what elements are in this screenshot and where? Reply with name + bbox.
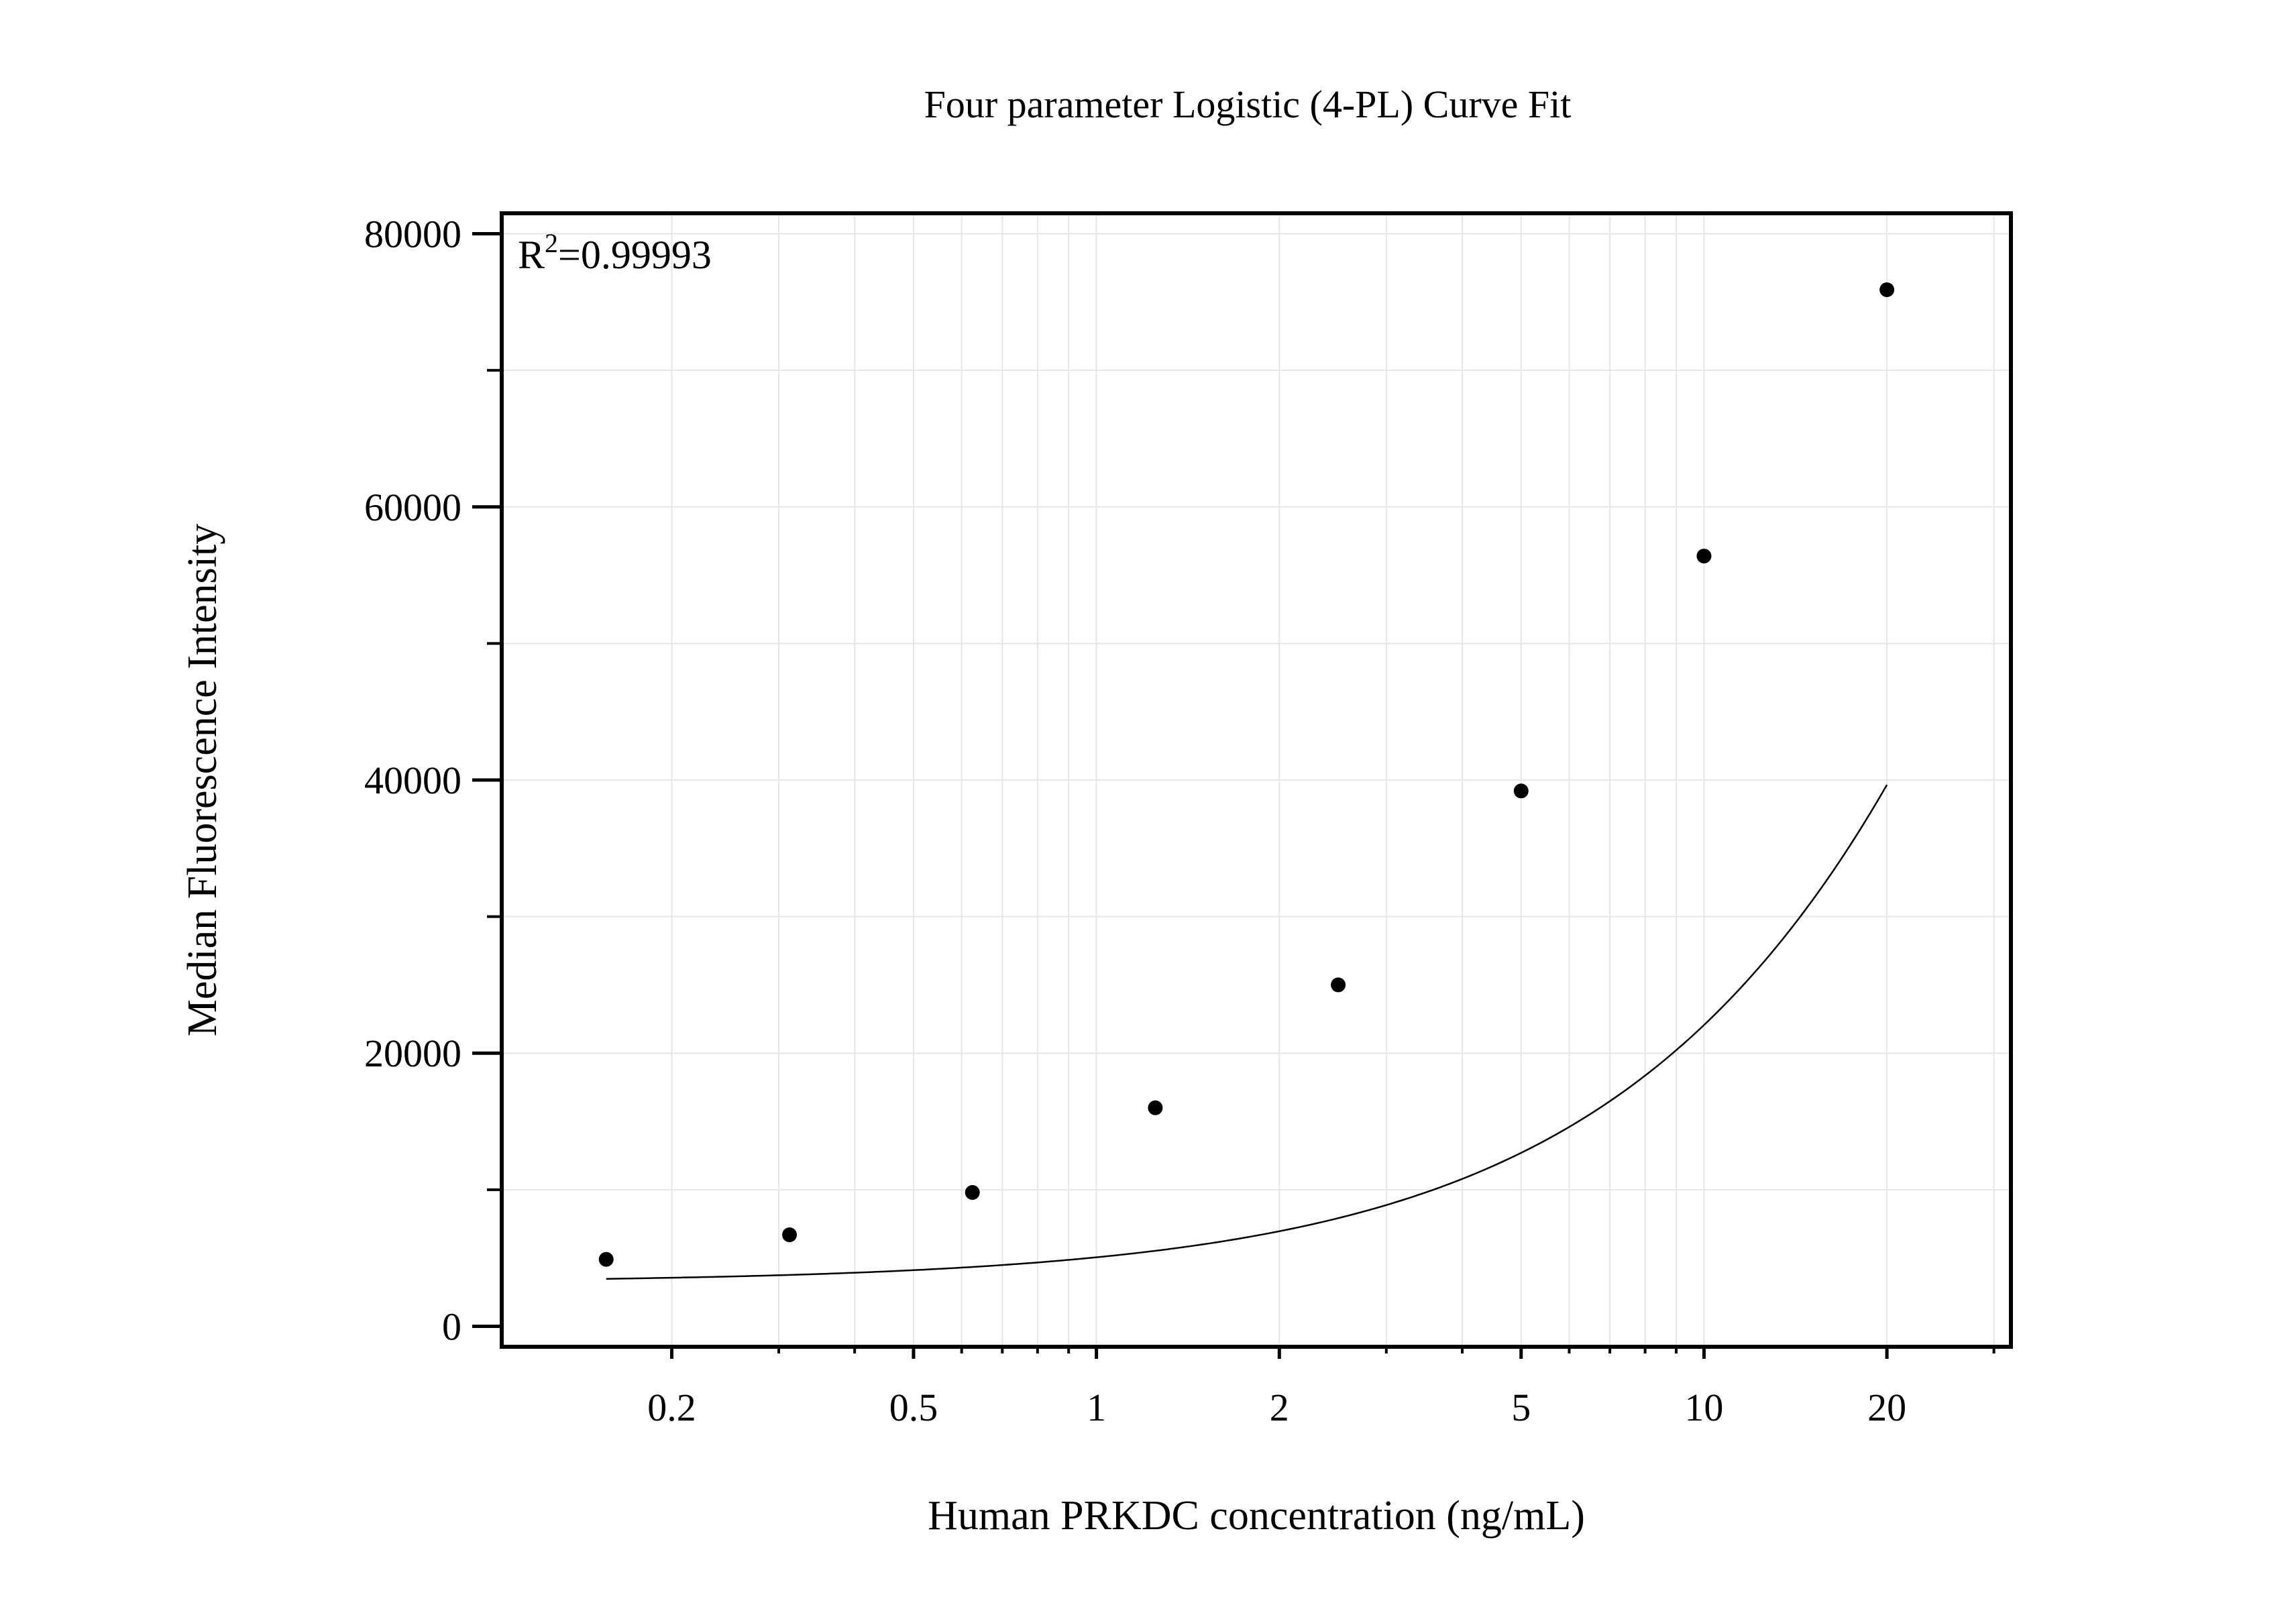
data-point [1879, 282, 1895, 298]
x-tick-label: 20 [1867, 1386, 1906, 1429]
x-tick-label: 2 [1270, 1386, 1289, 1429]
x-tick-label: 10 [1684, 1386, 1723, 1429]
x-tick-label: 5 [1511, 1386, 1531, 1429]
r-squared-value: =0.99993 [558, 233, 712, 277]
data-point [1331, 977, 1346, 993]
x-axis-label: Human PRKDC concentration (ng/mL) [928, 1493, 1585, 1539]
x-tick-label: 0.2 [647, 1386, 696, 1429]
y-tick-label: 0 [442, 1305, 461, 1348]
data-point [965, 1184, 980, 1200]
y-tick-label: 20000 [364, 1032, 461, 1075]
data-point [1696, 549, 1712, 564]
data-point [782, 1227, 798, 1243]
y-axis-ticks: 0 20000 40000 60000 80000 [364, 213, 502, 1348]
y-tick-label: 60000 [364, 486, 461, 529]
y-tick-label: 80000 [364, 213, 461, 256]
data-point [1513, 783, 1529, 799]
fit-curve-layer [606, 784, 1888, 1280]
r-squared-prefix: R [518, 233, 545, 277]
y-axis-label: Median Fluorescence Intensity [180, 524, 225, 1036]
x-tick-label: 0.5 [889, 1386, 938, 1429]
data-points [598, 282, 1895, 1267]
r-squared-annotation: R2=0.99993 [518, 228, 712, 277]
r-squared-superscript: 2 [545, 228, 558, 258]
chart-title: Four parameter Logistic (4-PL) Curve Fit [924, 82, 1572, 126]
data-point [598, 1252, 614, 1267]
y-tick-label: 40000 [364, 759, 461, 802]
data-point [1148, 1100, 1163, 1115]
x-tick-label: 1 [1087, 1386, 1106, 1429]
grid-lines [502, 213, 2011, 1347]
fit-curve [606, 784, 1888, 1280]
x-axis-ticks: 0.2 0.5 1 2 5 10 20 [647, 1347, 1996, 1429]
